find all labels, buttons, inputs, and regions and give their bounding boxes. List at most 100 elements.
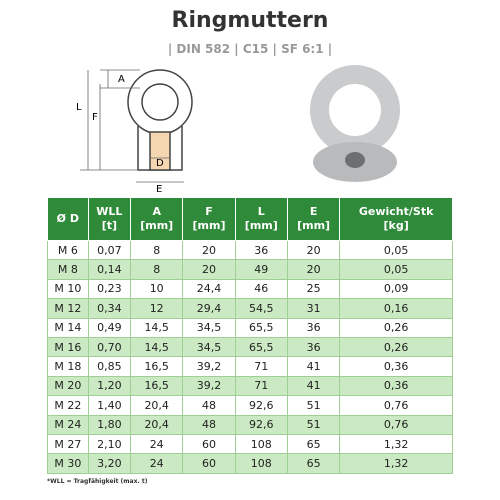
table-cell: 0,14 [87, 259, 132, 280]
table-body: M 6 0,07 8 20 36 20 0,05 M 8 0,14 8 20 49 20 0,05 M 10… [47, 239, 453, 474]
table-cell: 14,5 [130, 336, 184, 358]
table-cell: 48 [182, 414, 236, 435]
table-cell: 0,76 [339, 414, 453, 435]
table-cell: M 20 [47, 375, 89, 397]
table-cell: M 22 [47, 395, 89, 416]
table-cell: 65 [286, 453, 341, 474]
table-cell: 39,2 [182, 356, 236, 377]
table-cell: 16,5 [130, 356, 184, 377]
table-cell: 24 [130, 453, 184, 474]
table-cell: 0,05 [339, 259, 453, 280]
table-cell: 20 [286, 259, 341, 280]
table-cell: 0,70 [87, 336, 132, 358]
table-cell: 108 [234, 433, 288, 455]
table-row: M 22 1,40 20,4 48 92,6 51 0,76 [47, 395, 453, 416]
table-cell: M 27 [47, 433, 89, 455]
table-row: M 6 0,07 8 20 36 20 0,05 [47, 239, 453, 261]
table-cell: 10 [130, 278, 184, 300]
label-f: F [92, 112, 98, 123]
table-cell: 0,23 [87, 278, 132, 300]
table-cell: 36 [234, 239, 288, 261]
table-cell: 0,36 [339, 356, 453, 377]
label-a: A [118, 74, 125, 85]
illustration: A L F D E [76, 65, 400, 195]
table-cell: M 6 [47, 239, 89, 261]
column-unit: [mm] [297, 219, 331, 232]
table-cell: 65,5 [234, 336, 288, 358]
table-cell: 20 [182, 259, 236, 280]
table-cell: M 16 [47, 336, 89, 358]
table-cell: 92,6 [234, 395, 288, 416]
table-cell: 0,16 [339, 298, 453, 319]
column-header: Ø D [47, 197, 89, 241]
table-cell: 34,5 [182, 336, 236, 358]
table-cell: 24,4 [182, 278, 236, 300]
table-cell: 0,36 [339, 375, 453, 397]
column-header: L [mm] [234, 197, 288, 241]
table-cell: 36 [286, 317, 341, 338]
table-cell: M 18 [47, 356, 89, 377]
table-cell: M 14 [47, 317, 89, 338]
table-cell: 48 [182, 395, 236, 416]
table-cell: 29,4 [182, 298, 236, 319]
table-cell: 0,09 [339, 278, 453, 300]
table-cell: 20,4 [130, 414, 184, 435]
table-cell: 39,2 [182, 375, 236, 397]
table-cell: 20 [286, 239, 341, 261]
column-header: F [mm] [182, 197, 236, 241]
table-row: M 30 3,20 24 60 108 65 1,32 [47, 453, 453, 474]
table-cell: 34,5 [182, 317, 236, 338]
table-cell: 14,5 [130, 317, 184, 338]
table-cell: 41 [286, 356, 341, 377]
table-cell: 31 [286, 298, 341, 319]
column-unit: [mm] [192, 219, 226, 232]
table-cell: 24 [130, 433, 184, 455]
table-row: M 12 0,34 12 29,4 54,5 31 0,16 [47, 298, 453, 319]
table-cell: 71 [234, 356, 288, 377]
column-name: WLL [96, 205, 123, 218]
table-cell: M 10 [47, 278, 89, 300]
table-cell: 20 [182, 239, 236, 261]
column-name: Ø D [56, 212, 79, 225]
label-e: E [156, 184, 162, 195]
header-row: Ø D WLL [t] A [mm] F [mm] L [mm] E [mm] Gewicht/Stk… [47, 197, 453, 241]
table-cell: 12 [130, 298, 184, 319]
column-header: WLL [t] [87, 197, 132, 241]
table-cell: 0,26 [339, 336, 453, 358]
subtitle: | DIN 582 | C15 | SF 6:1 | [167, 42, 333, 56]
table-cell: 36 [286, 336, 341, 358]
table-cell: M 12 [47, 298, 89, 319]
table-cell: 60 [182, 433, 236, 455]
table-cell: 3,20 [87, 453, 132, 474]
table-cell: 16,5 [130, 375, 184, 397]
table-row: M 16 0,70 14,5 34,5 65,5 36 0,26 [47, 336, 453, 358]
table-row: M 20 1,20 16,5 39,2 71 41 0,36 [47, 375, 453, 397]
title: Ringmuttern [171, 8, 329, 33]
table-cell: 1,80 [87, 414, 132, 435]
column-header: E [mm] [286, 197, 341, 241]
table-cell: 54,5 [234, 298, 288, 319]
table-row: M 10 0,23 10 24,4 46 25 0,09 [47, 278, 453, 300]
column-name: L [257, 205, 265, 218]
column-unit: [t] [101, 219, 118, 232]
table-cell: 2,10 [87, 433, 132, 455]
table-cell: 0,07 [87, 239, 132, 261]
table-cell: 0,05 [339, 239, 453, 261]
table-cell: 71 [234, 375, 288, 397]
table-cell: 92,6 [234, 414, 288, 435]
table-cell: 20,4 [130, 395, 184, 416]
table-cell: 0,76 [339, 395, 453, 416]
table-cell: 8 [130, 259, 184, 280]
table-row: M 27 2,10 24 60 108 65 1,32 [47, 433, 453, 455]
column-header: A [mm] [130, 197, 184, 241]
table-row: M 8 0,14 8 20 49 20 0,05 [47, 259, 453, 280]
table-cell: M 30 [47, 453, 89, 474]
table-cell: 1,40 [87, 395, 132, 416]
table-cell: 65,5 [234, 317, 288, 338]
table-cell: 49 [234, 259, 288, 280]
column-unit: [mm] [244, 219, 278, 232]
table-cell: 1,32 [339, 453, 453, 474]
table-cell: 51 [286, 414, 341, 435]
table-cell: 0,85 [87, 356, 132, 377]
